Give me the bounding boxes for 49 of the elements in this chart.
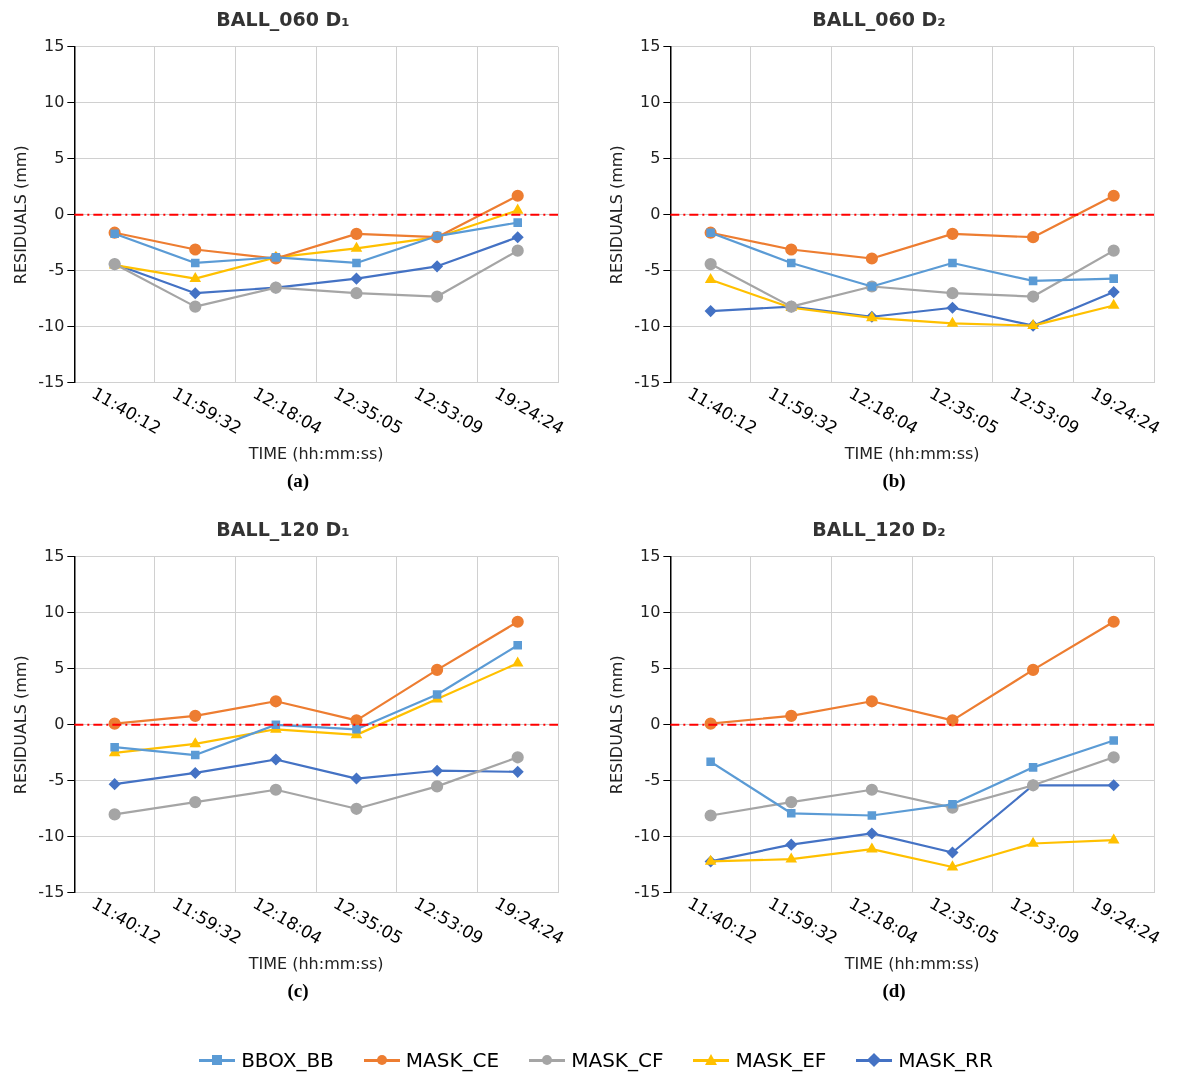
y-tick-label: 0: [650, 203, 661, 223]
y-tick-label: -5: [644, 259, 661, 279]
y-tick-label: 15: [639, 545, 661, 565]
legend-label: MASK_CE: [405, 1048, 500, 1072]
y-tick-label: -15: [38, 371, 65, 391]
y-axis-title: RESIDUALS (mm): [10, 655, 30, 795]
y-tick-label: 5: [650, 147, 661, 167]
x-axis-title: TIME (hh:mm:ss): [843, 443, 980, 463]
y-tick-label: -10: [634, 315, 661, 335]
y-tick-label: 5: [650, 657, 661, 677]
legend-label: MASK_EF: [735, 1048, 827, 1072]
text: (d): [881, 980, 907, 1002]
y-tick-label: -15: [38, 881, 65, 901]
y-axis-title: RESIDUALS (mm): [606, 145, 626, 285]
y-tick-label: 0: [54, 713, 65, 733]
chart-title: BALL_060 D₁: [216, 8, 350, 32]
text: (a): [285, 470, 311, 492]
y-tick-label: 10: [639, 91, 661, 111]
y-tick-label: 15: [43, 35, 65, 55]
y-tick-label: 5: [54, 147, 65, 167]
y-tick-label: -15: [634, 371, 661, 391]
y-tick-label: 15: [639, 35, 661, 55]
y-tick-label: 10: [43, 601, 65, 621]
y-tick-label: -10: [38, 315, 65, 335]
legend-label: MASK_RR: [898, 1048, 993, 1072]
chart-title: BALL_120 D₁: [216, 518, 350, 542]
y-tick-label: -10: [634, 825, 661, 845]
chart-title: BALL_120 D₂: [812, 518, 946, 542]
y-tick-label: -10: [38, 825, 65, 845]
y-tick-label: -15: [634, 881, 661, 901]
text: (c): [286, 980, 310, 1002]
x-axis-title: TIME (hh:mm:ss): [247, 953, 384, 973]
y-tick-label: 15: [43, 545, 65, 565]
y-tick-label: 10: [639, 601, 661, 621]
x-axis-title: TIME (hh:mm:ss): [843, 953, 980, 973]
text: (b): [881, 470, 907, 492]
y-tick-label: 0: [650, 713, 661, 733]
x-axis-title: TIME (hh:mm:ss): [247, 443, 384, 463]
y-tick-label: 10: [43, 91, 65, 111]
y-tick-label: 0: [54, 203, 65, 223]
y-tick-label: -5: [48, 769, 65, 789]
y-axis-title: RESIDUALS (mm): [606, 655, 626, 795]
y-axis-title: RESIDUALS (mm): [10, 145, 30, 285]
chart-title: BALL_060 D₂: [812, 8, 946, 32]
legend-label: MASK_CF: [571, 1048, 664, 1072]
legend-label: BBOX_BB: [241, 1048, 334, 1072]
y-tick-label: -5: [644, 769, 661, 789]
y-tick-label: 5: [54, 657, 65, 677]
y-tick-label: -5: [48, 259, 65, 279]
